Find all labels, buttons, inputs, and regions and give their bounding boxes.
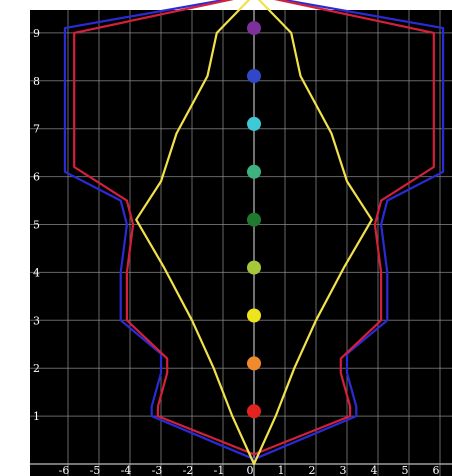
y-tick-label: 4: [33, 266, 40, 279]
x-tick-label: 0: [247, 464, 254, 476]
data-point: [247, 21, 261, 36]
x-tick-label: -3: [152, 464, 163, 476]
x-tick-label: -5: [90, 464, 101, 476]
center-markers: [247, 21, 261, 419]
x-tick-label: 6: [433, 464, 440, 476]
y-tick-label: 8: [33, 75, 40, 88]
y-tick-label: 5: [33, 219, 40, 232]
y-tick-label: 7: [33, 123, 40, 136]
x-tick-label: -4: [121, 464, 132, 476]
series-lines: [63, 0, 445, 466]
x-tick-label: 5: [402, 464, 409, 476]
x-tick-label: 4: [371, 464, 378, 476]
x-tick-label: -1: [214, 464, 225, 476]
y-tick-label: 2: [33, 362, 40, 375]
x-tick-label: -6: [59, 464, 70, 476]
x-tick-label: 1: [278, 464, 285, 476]
data-point: [247, 164, 261, 179]
data-point: [247, 404, 261, 419]
series-line-3: [135, 0, 373, 466]
y-tick-label: 3: [33, 314, 40, 327]
series-line-1: [63, 0, 445, 461]
data-point: [247, 116, 261, 131]
grid-lines: [30, 10, 452, 476]
data-point: [247, 69, 261, 84]
data-point: [247, 308, 261, 323]
y-tick-label: 1: [33, 410, 40, 423]
data-point: [247, 212, 261, 227]
x-tick-label: -2: [183, 464, 194, 476]
x-tick-label: 3: [340, 464, 347, 476]
y-tick-label: 6: [33, 171, 40, 184]
data-point: [247, 260, 261, 275]
y-tick-label: 9: [33, 27, 40, 40]
series-line-2: [73, 0, 435, 456]
x-tick-label: 2: [309, 464, 316, 476]
data-point: [247, 356, 261, 371]
plot-background: [30, 10, 452, 476]
tick-labels: -6 -5 -4 -3 -2 -1 0 1 2 3 4 5 6 1 2 3 4 5 6 7 8 9: [33, 27, 440, 476]
